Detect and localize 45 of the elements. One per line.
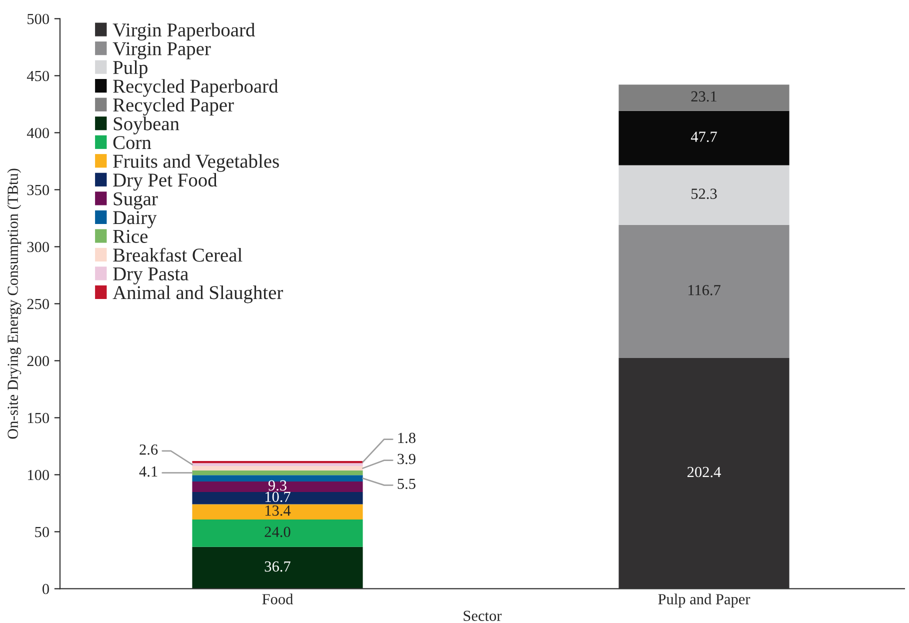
legend-label: Dry Pet Food [113, 172, 218, 191]
legend-label: Animal and Slaughter [112, 286, 284, 304]
data-label: 116.7 [688, 285, 720, 296]
legend-label: Dairy [113, 211, 157, 228]
y-tick-label: 50 [35, 526, 49, 538]
y-tick-label: 450 [26, 70, 49, 82]
data-label: 4.1 [139, 466, 158, 477]
data-label: 5.5 [398, 478, 416, 490]
legend-label: Pulp [113, 60, 148, 78]
data-label: 202.4 [687, 466, 721, 478]
y-tick-label: 400 [26, 128, 49, 138]
legend-label: Virgin Paperboard [112, 22, 255, 41]
legend-label: Corn [113, 136, 152, 150]
data-label: 2.6 [140, 444, 158, 455]
x-tick-label: Food [262, 594, 294, 604]
data-label: 24.0 [264, 526, 290, 538]
y-tick-label: 500 [28, 14, 49, 24]
legend-label: Fruits and Vegetables [113, 154, 279, 172]
x-axis-title: Sector [464, 610, 502, 621]
legend-label: Recycled Paper [113, 98, 234, 116]
x-tick-label: Pulp and Paper [658, 594, 750, 608]
data-label: 9.3 [268, 480, 286, 491]
y-tick-label: 0 [42, 584, 49, 594]
legend-label: Soybean [114, 116, 180, 134]
y-axis-title: On-site Drying Energy Consumption (TBtu) [7, 168, 22, 439]
y-tick-label: 200 [27, 356, 49, 366]
legend-label: Dry Pasta [113, 268, 188, 284]
data-label: 10.7 [265, 492, 290, 502]
data-label: 3.9 [398, 454, 416, 464]
y-tick-label: 350 [27, 184, 49, 196]
data-label: 52.3 [692, 188, 717, 200]
legend-label: Virgin Paper [112, 42, 211, 60]
data-label: 1.8 [398, 432, 416, 444]
data-label: 47.7 [690, 132, 717, 142]
y-tick-label: 150 [28, 412, 49, 424]
y-tick-label: 250 [27, 298, 49, 310]
data-label: 23.1 [691, 91, 716, 102]
y-tick-label: 300 [27, 242, 49, 252]
legend-label: Recycled Paperboard [113, 79, 278, 97]
legend-label: Sugar [114, 192, 158, 210]
data-label: 13.4 [265, 505, 291, 516]
y-tick-label: 100 [28, 470, 49, 480]
data-label: 36.7 [264, 561, 290, 572]
legend-label: Breakfast Cereal [113, 248, 242, 262]
legend-label: Rice [113, 230, 148, 243]
